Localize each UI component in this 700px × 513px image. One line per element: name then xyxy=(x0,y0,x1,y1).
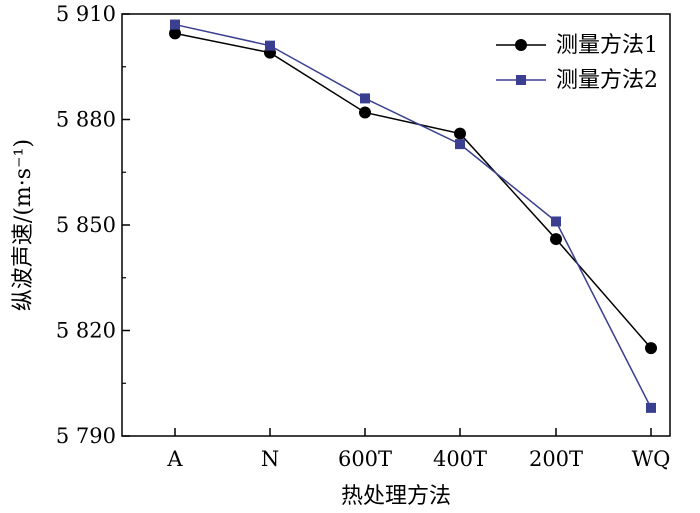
y-tick-label-3: 5 880 xyxy=(56,108,116,132)
series-2-point-5 xyxy=(646,402,656,413)
y-tick-label-4: 5 910 xyxy=(56,2,116,26)
legend-marker-series-1 xyxy=(515,39,527,51)
series-2-point-3 xyxy=(455,139,465,150)
series-2-point-2 xyxy=(360,93,370,104)
series-2-point-1 xyxy=(265,40,275,51)
x-tick-label-4: 200T xyxy=(529,447,583,471)
x-tick-label-0: A xyxy=(166,447,183,471)
series-1-point-2 xyxy=(359,106,371,119)
x-tick-label-5: WQ xyxy=(632,447,671,471)
series-2-line xyxy=(174,23,652,409)
x-tick-label-3: 400T xyxy=(433,447,487,471)
series-1-point-3 xyxy=(454,127,466,140)
y-tick-label-1: 5 820 xyxy=(56,319,116,343)
legend-label-series-1: 测量方法1 xyxy=(556,33,658,58)
x-axis-title: 热处理方法 xyxy=(341,484,451,509)
series-markers xyxy=(169,19,657,413)
series-2-point-0 xyxy=(170,19,180,30)
series-1-point-4 xyxy=(550,233,562,246)
x-tick-labels: A N 600T 400T 200T WQ xyxy=(166,447,670,471)
series-lines xyxy=(174,23,652,409)
series-2-point-4 xyxy=(551,216,561,227)
series-1-point-0 xyxy=(169,27,181,40)
legend-label-series-2: 测量方法2 xyxy=(556,68,658,93)
legend-marker-series-2 xyxy=(516,75,526,85)
x-tick-label-2: 600T xyxy=(338,447,392,471)
y-axis-title: 纵波声速/(m·s⁻¹) xyxy=(11,139,36,311)
y-tick-label-2: 5 850 xyxy=(56,213,116,237)
x-tick-label-1: N xyxy=(261,447,279,471)
series-1-point-5 xyxy=(645,342,657,355)
series-1-line xyxy=(174,32,652,349)
y-tick-label-0: 5 790 xyxy=(56,424,116,448)
tick-marks xyxy=(122,13,652,437)
legend: 测量方法1 测量方法2 xyxy=(496,33,658,93)
y-tick-labels: 5 790 5 820 5 850 5 880 5 910 xyxy=(56,2,116,448)
